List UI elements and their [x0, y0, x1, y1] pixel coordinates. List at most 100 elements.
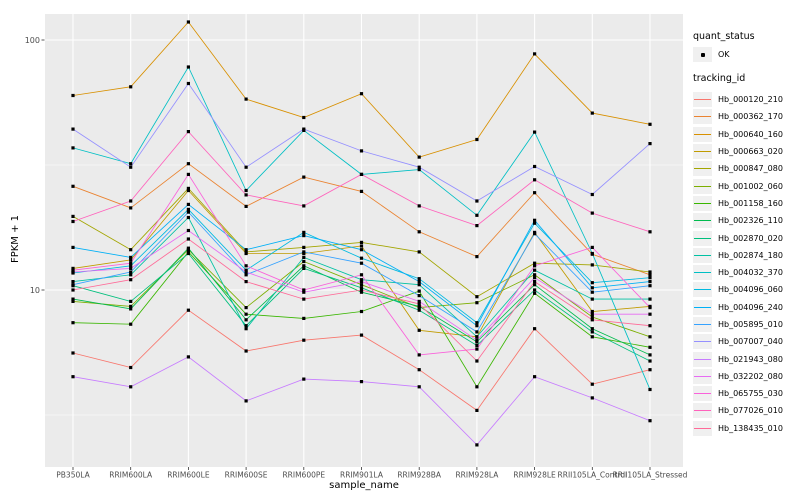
legend-line-swatch [694, 427, 711, 429]
data-point [417, 168, 421, 172]
data-point [244, 264, 248, 268]
data-point [475, 321, 479, 325]
data-point [648, 122, 652, 126]
legend-item-Hb_004032_370: Hb_004032_370 [693, 264, 783, 281]
legend-line-swatch [694, 272, 711, 274]
data-point [244, 399, 248, 403]
legend-title-quant-status: quant_status [693, 31, 755, 42]
legend-key-box [693, 213, 712, 229]
legend-line-swatch [694, 202, 711, 204]
data-point [417, 283, 421, 287]
data-point [129, 85, 133, 89]
data-point [417, 368, 421, 372]
data-point [186, 130, 190, 134]
data-point [129, 299, 133, 303]
legend-item-label: Hb_077026_010 [718, 406, 783, 416]
legend-line-swatch [694, 220, 711, 222]
legend-line-swatch [694, 254, 711, 256]
data-point [359, 189, 364, 193]
data-point [533, 288, 537, 292]
data-point [244, 280, 248, 284]
legend-item-Hb_002870_020: Hb_002870_020 [693, 229, 783, 246]
legend-key-box [693, 282, 712, 298]
data-point [475, 385, 479, 389]
legend-line-swatch [694, 375, 711, 377]
data-point [244, 268, 248, 272]
y-axis-title: FPKM + 1 [10, 214, 21, 264]
legend-item-label: Hb_000663_020 [718, 147, 783, 157]
legend-item-label: OK [718, 50, 730, 60]
data-point [244, 97, 248, 101]
data-point [186, 162, 190, 166]
data-point [359, 380, 364, 384]
data-point [533, 276, 537, 280]
legend-item-label: Hb_138435_010 [718, 423, 783, 433]
legend-item-Hb_065755_030: Hb_065755_030 [693, 385, 783, 402]
legend-key-box [693, 126, 712, 142]
data-point [186, 172, 190, 176]
legend-line-swatch [694, 151, 711, 153]
data-point [359, 286, 364, 290]
data-point [417, 277, 421, 281]
legend-item-Hb_021943_080: Hb_021943_080 [693, 350, 783, 367]
legend-item-Hb_000847_080: Hb_000847_080 [693, 160, 783, 177]
data-point [71, 268, 75, 272]
data-point [648, 230, 652, 234]
data-point [359, 248, 364, 252]
data-point [533, 261, 537, 265]
data-point [71, 280, 75, 284]
ok-point-icon [700, 52, 705, 57]
data-point [533, 178, 537, 182]
data-point [533, 130, 537, 134]
legend-item-label: Hb_002870_020 [718, 233, 783, 243]
data-point [648, 276, 652, 280]
data-point [244, 312, 248, 316]
data-point [475, 213, 479, 217]
data-point [475, 443, 479, 447]
data-point [417, 155, 421, 159]
data-point [648, 273, 652, 277]
x-tick-label: RRII105LA_Control [558, 471, 628, 480]
legend-item-label: Hb_004096_240 [718, 302, 783, 312]
legend-item-label: Hb_005895_010 [718, 320, 783, 329]
data-point [302, 175, 306, 179]
data-point [71, 266, 75, 270]
data-point [648, 142, 652, 146]
data-point [129, 199, 133, 203]
data-point [359, 280, 364, 284]
legend-item-Hb_000640_160: Hb_000640_160 [693, 126, 783, 143]
legend-key-box [693, 351, 712, 367]
legend-item-label: Hb_032202_080 [718, 371, 783, 381]
data-point [359, 261, 364, 265]
data-point [475, 338, 479, 342]
data-point [648, 324, 652, 328]
data-point [129, 365, 133, 370]
data-point [590, 245, 594, 249]
data-point [186, 308, 190, 312]
data-point [244, 250, 248, 254]
data-point [533, 268, 537, 272]
data-point [648, 345, 652, 349]
data-point [590, 396, 594, 400]
data-point [244, 327, 248, 331]
data-point [359, 92, 364, 96]
data-point [129, 264, 133, 268]
data-point [359, 333, 364, 337]
legend-line-swatch [694, 324, 711, 325]
legend-item-label: Hb_001158_160 [718, 198, 783, 208]
legend-line-swatch [694, 168, 711, 170]
x-tick-label: RRIM928BA [397, 471, 442, 480]
legend-item-Hb_002874_180: Hb_002874_180 [693, 247, 783, 264]
data-point [186, 188, 190, 193]
data-point [186, 202, 190, 206]
data-point [186, 65, 190, 69]
data-point [359, 288, 364, 292]
y-tick-label: 100 [25, 36, 40, 45]
data-point [590, 211, 594, 215]
legend-line-swatch [694, 116, 711, 118]
data-point [186, 246, 190, 250]
legend-item-label: Hb_021943_080 [718, 354, 783, 364]
data-point [590, 281, 594, 285]
data-point [71, 375, 75, 379]
data-point [648, 387, 652, 392]
